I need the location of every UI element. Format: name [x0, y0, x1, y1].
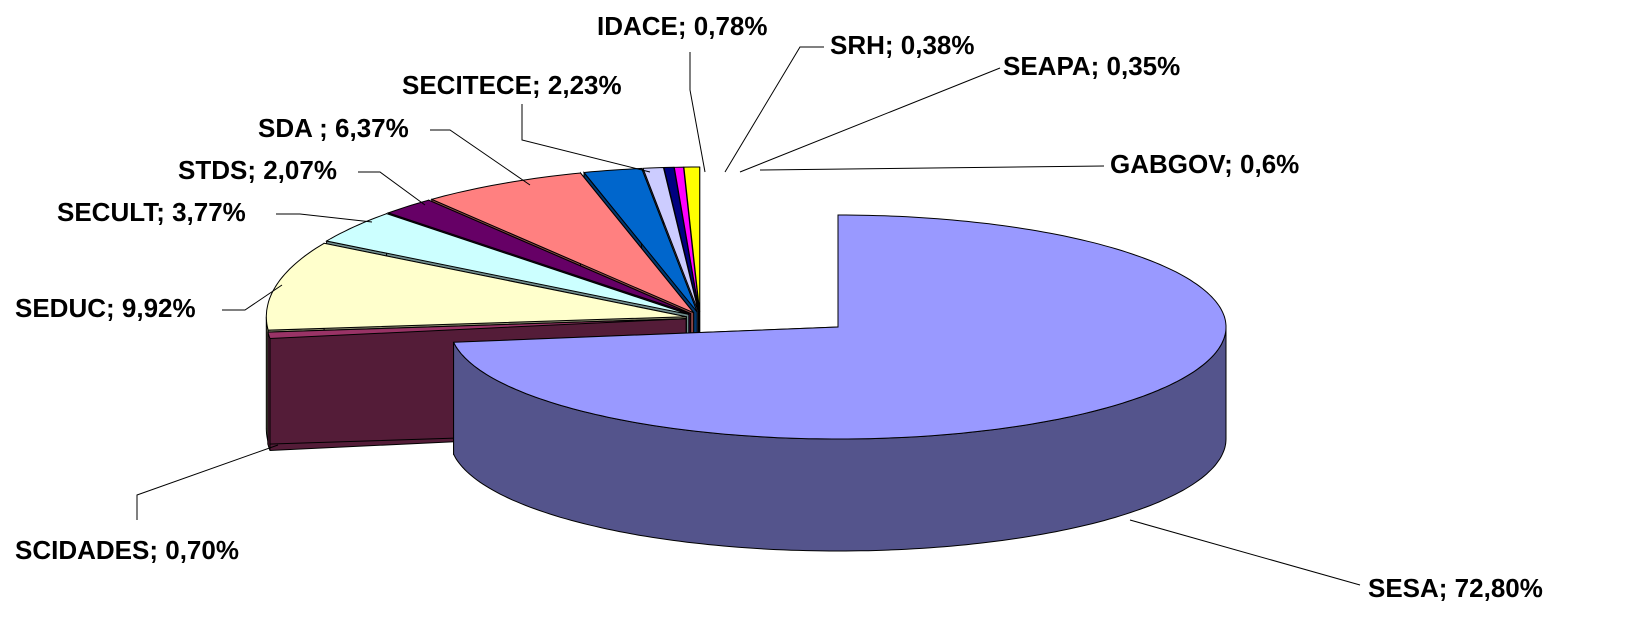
leader-line [689, 52, 706, 173]
leader-line [430, 129, 531, 186]
data-label: SECULT; 3,77% [57, 197, 246, 227]
leader-line [136, 444, 279, 520]
leader-line [739, 67, 1001, 173]
data-label: SECITECE; 2,23% [402, 70, 622, 100]
slice [386, 199, 691, 315]
leader-line [1129, 519, 1361, 586]
data-label: SDA ; 6,37% [258, 113, 409, 143]
slice [267, 318, 687, 340]
data-label: SESA; 72,80% [1368, 573, 1543, 603]
slice [265, 242, 687, 331]
leader-line [276, 213, 373, 223]
data-label: SEDUC; 9,92% [15, 293, 196, 323]
leader-line [759, 165, 1105, 171]
data-label: SEAPA; 0,35% [1003, 51, 1180, 81]
data-label: STDS; 2,07% [178, 155, 337, 185]
leader-line [521, 104, 651, 173]
slice [452, 214, 1227, 440]
slice [325, 213, 689, 315]
slice-side [267, 331, 271, 451]
leader-line [222, 284, 283, 311]
slice [430, 172, 694, 314]
data-label: IDACE; 0,78% [597, 11, 768, 41]
data-label: SRH; 0,38% [830, 30, 975, 60]
data-label: GABGOV; 0,6% [1110, 149, 1299, 179]
data-label: SCIDADES; 0,70% [15, 535, 239, 565]
leader-line [724, 46, 824, 173]
slice [642, 166, 699, 313]
leader-line [358, 171, 426, 206]
